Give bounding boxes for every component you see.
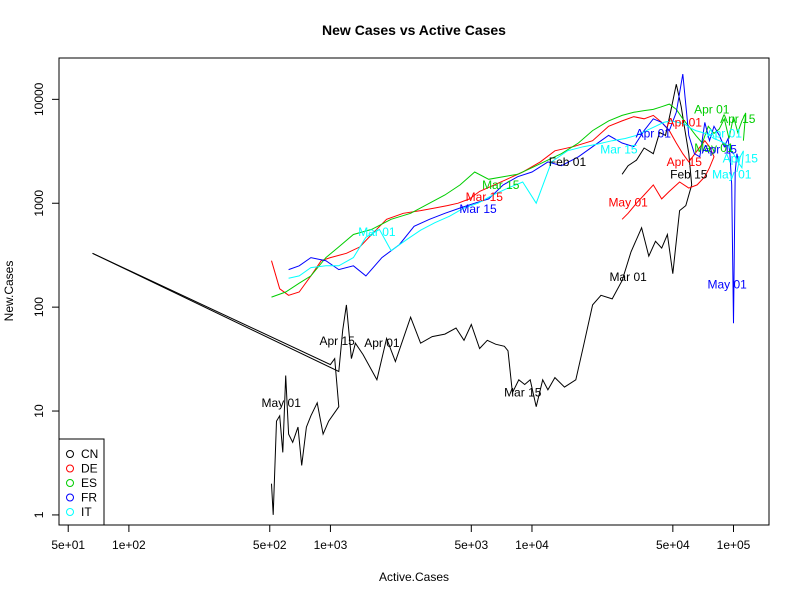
date-annotation: Apr 01 <box>364 336 400 350</box>
series-layer <box>92 74 747 515</box>
x-tick-label: 1e+02 <box>112 538 146 552</box>
legend-marker-icon <box>66 450 74 458</box>
date-annotation: Mar 15 <box>482 178 520 192</box>
date-annotation: May 01 <box>712 167 752 181</box>
date-annotation: Apr 15 <box>720 112 756 126</box>
date-annotation: Apr 15 <box>723 151 759 165</box>
series-line-de <box>271 114 715 296</box>
legend-label: CN <box>81 447 98 461</box>
legend-label: IT <box>81 505 92 519</box>
legend-marker-icon <box>66 479 74 487</box>
date-annotation: Apr 15 <box>702 142 738 156</box>
date-annotation: Mar 15 <box>466 190 504 204</box>
date-annotation: Apr 15 <box>667 155 703 169</box>
y-tick-label: 1 <box>32 511 46 518</box>
date-annotation: Feb 01 <box>549 155 587 169</box>
legend-marker-icon <box>66 508 74 516</box>
date-annotation: Mar 15 <box>600 142 638 156</box>
legend-label: ES <box>81 476 97 490</box>
x-tick-label: 5e+02 <box>253 538 287 552</box>
x-tick-label: 1e+04 <box>515 538 549 552</box>
date-annotation: Apr 01 <box>667 115 703 129</box>
series-line-fr <box>288 74 740 324</box>
x-axis-label: Active.Cases <box>379 570 449 584</box>
date-annotation: May 01 <box>694 141 734 155</box>
series-line-it <box>288 120 744 279</box>
date-annotation: Mar 15 <box>504 386 542 400</box>
y-tick-label: 1000 <box>32 190 46 217</box>
x-axis: 5e+01 1e+02 5e+02 1e+03 5e+03 1e+04 5e+04 1e+05 <box>51 524 751 552</box>
date-annotation: May 01 <box>262 396 302 410</box>
date-annotation: Apr 15 <box>319 334 355 348</box>
date-annotation: Mar 01 <box>609 270 647 284</box>
series-line-es <box>271 103 747 298</box>
date-annotation: Mar 15 <box>459 202 497 216</box>
y-tick-label: 10000 <box>32 82 46 116</box>
y-axis: 1 10 100 1000 10000 <box>32 82 60 518</box>
x-tick-label: 5e+03 <box>454 538 488 552</box>
legend-marker-icon <box>66 493 74 502</box>
date-annotation: Feb 15 <box>670 167 708 181</box>
legend-marker-icon <box>66 464 74 473</box>
legend-label: DE <box>81 462 98 476</box>
date-annotation: Mar 01 <box>358 225 396 239</box>
date-annotation: May 01 <box>707 278 747 292</box>
series-line-cn <box>92 252 340 515</box>
date-annotation: Apr 01 <box>694 102 730 116</box>
date-annotation: Apr 01 <box>636 126 672 140</box>
y-tick-label: 100 <box>32 297 46 317</box>
x-tick-label: 1e+03 <box>314 538 348 552</box>
chart-title: New Cases vs Active Cases <box>322 22 506 38</box>
date-annotation: Apr 01 <box>707 126 743 140</box>
date-annotation: May 01 <box>608 195 648 209</box>
x-tick-label: 1e+05 <box>717 538 751 552</box>
x-tick-label: 5e+01 <box>51 538 85 552</box>
legend-label: FR <box>81 491 97 505</box>
y-axis-label: New.Cases <box>2 261 16 322</box>
y-tick-label: 10 <box>32 404 46 418</box>
x-tick-label: 5e+04 <box>656 538 690 552</box>
